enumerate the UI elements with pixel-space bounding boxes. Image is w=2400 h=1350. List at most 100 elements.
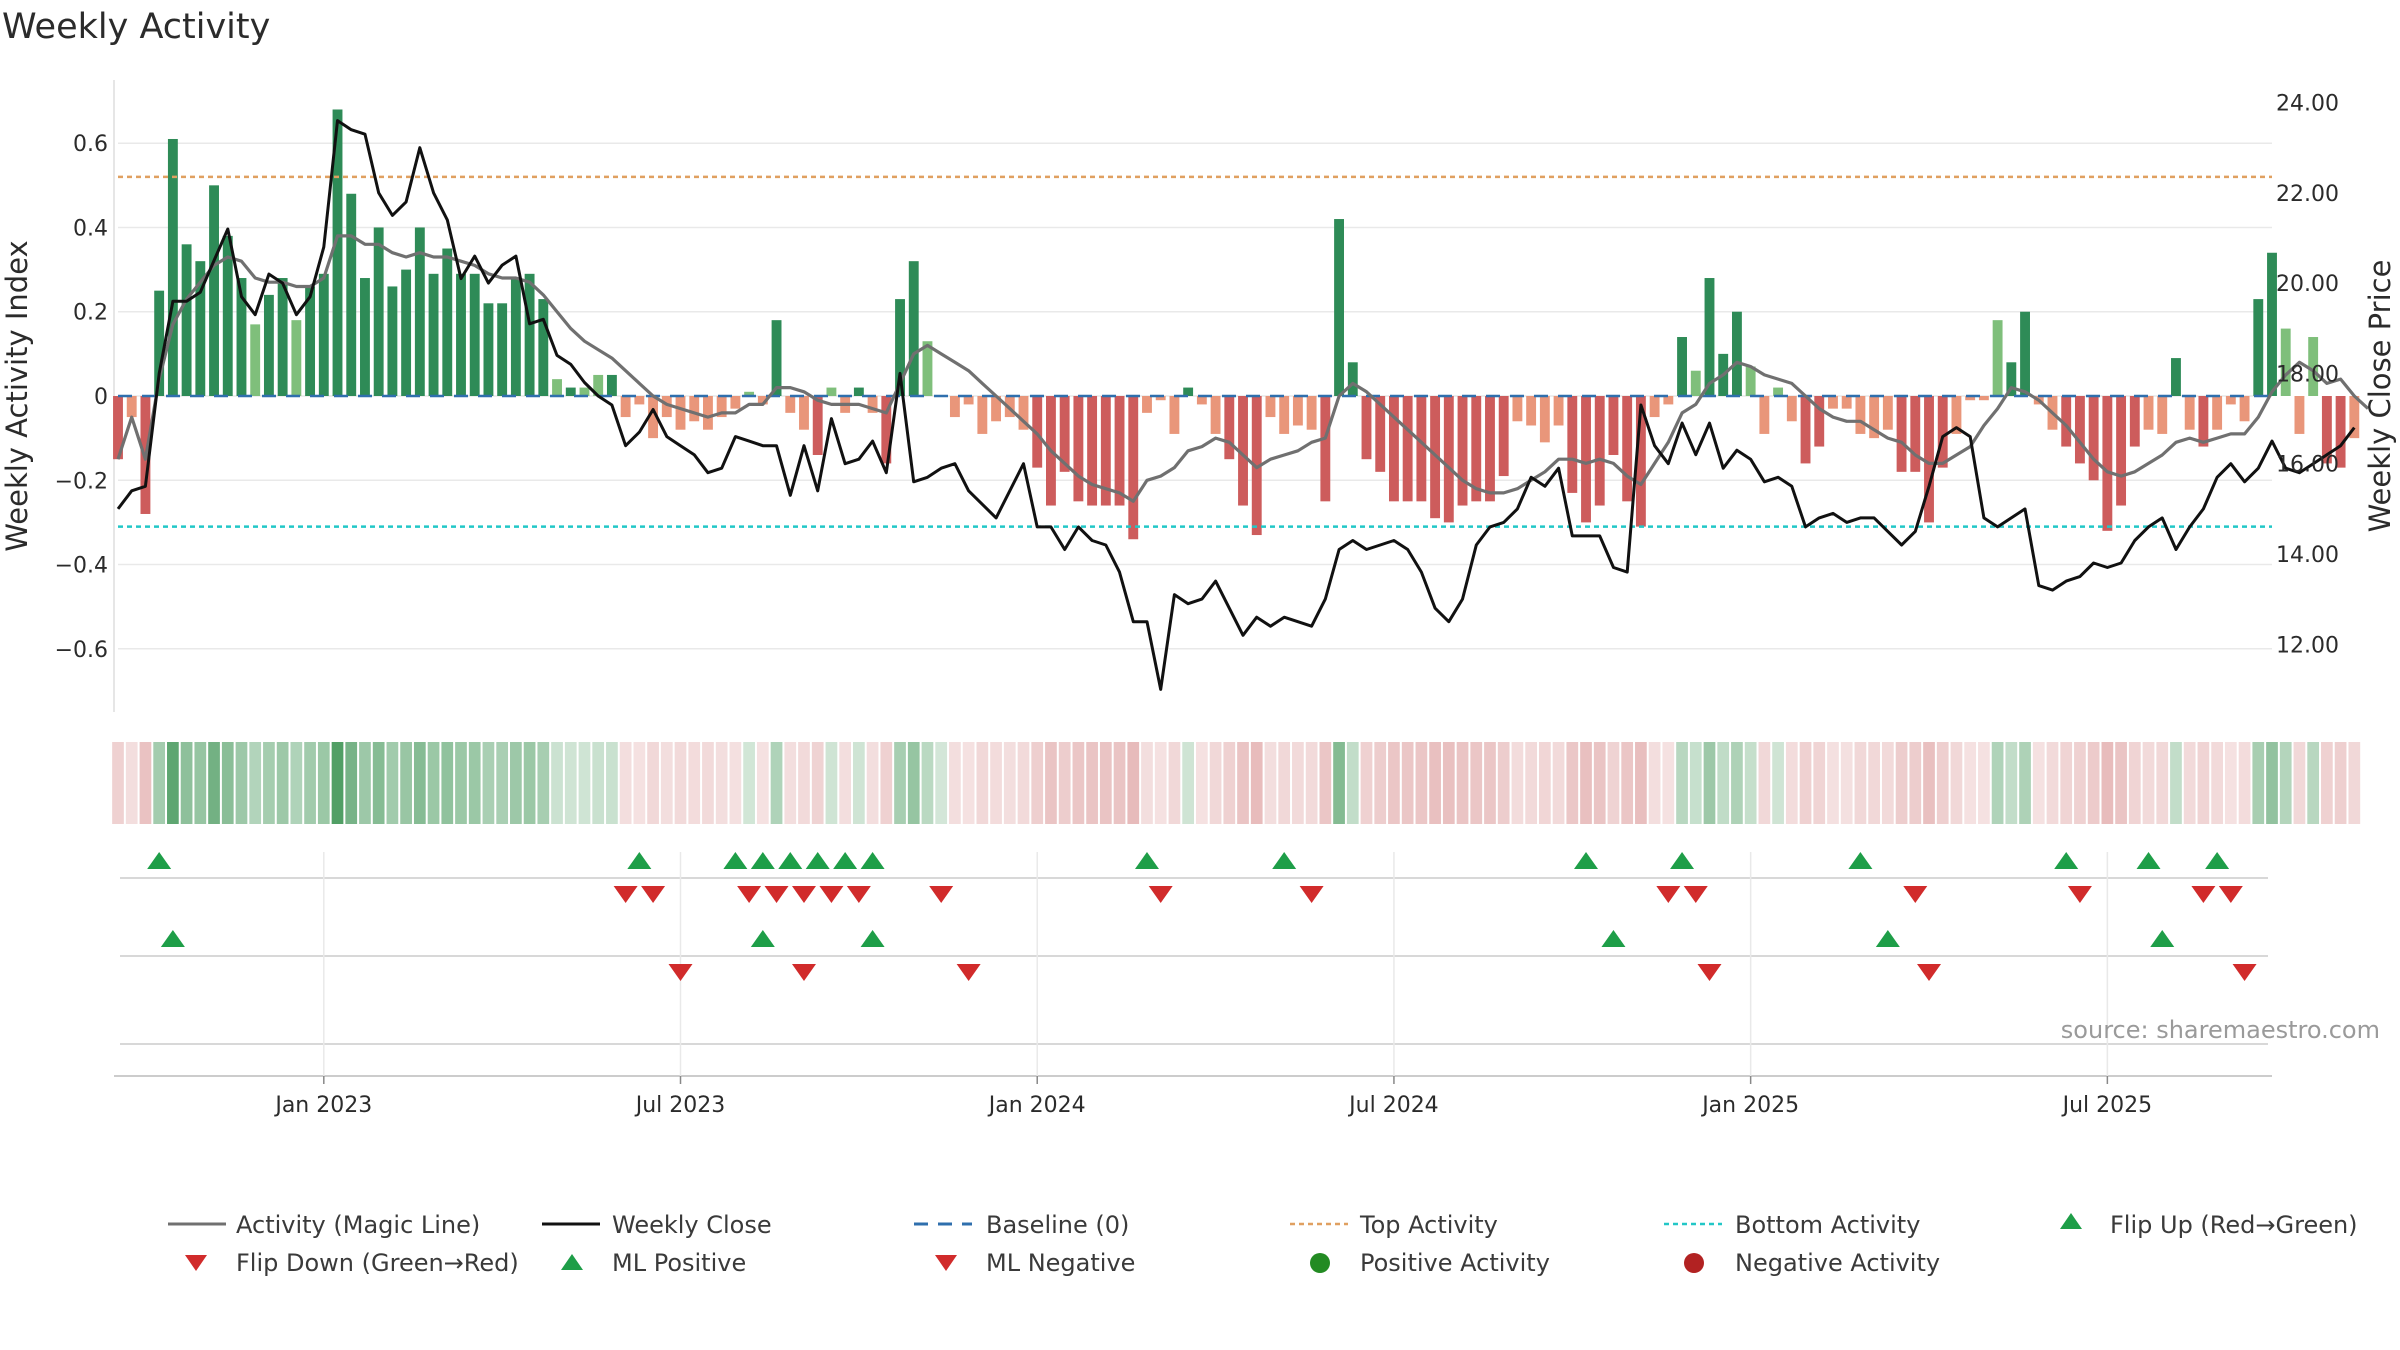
negative-bar [1649, 396, 1660, 418]
negative-bar [1485, 396, 1495, 502]
heat-strip-cell [702, 742, 714, 824]
positive-bar [1704, 278, 1715, 396]
negative-bar [113, 396, 123, 460]
heat-strip-cell [1703, 742, 1716, 824]
heat-strip-cell [180, 742, 193, 824]
activity-heat-strip [112, 742, 2361, 824]
flip-up-marker [833, 852, 858, 869]
positive-bar [250, 324, 261, 396]
negative-bar [991, 396, 1002, 422]
heat-strip-cell [1827, 742, 1839, 824]
negative-bar [2116, 396, 2127, 506]
heat-strip-cell [482, 742, 495, 824]
negative-bar [2061, 396, 2072, 447]
heat-strip-cell [413, 742, 426, 824]
ml-negative-marker [1917, 964, 1942, 981]
positive-bar [908, 261, 919, 396]
heat-strip-cell [949, 742, 961, 824]
heat-strip-cell [688, 742, 701, 824]
negative-bar [1869, 396, 1880, 439]
heat-strip-cell [221, 742, 234, 824]
negative-bar [1910, 396, 1921, 472]
heat-strip-cell [1689, 742, 1702, 824]
heat-strip-cell [194, 742, 207, 824]
negative-bar [2143, 396, 2154, 430]
positive-bar [236, 278, 247, 396]
legend-flip-up-triangle-icon [2060, 1213, 2082, 1229]
ml-negative-marker [956, 964, 981, 981]
heat-strip-cell [1854, 742, 1867, 824]
legend-item-flip-up: Flip Up (Red→Green) [2060, 1211, 2358, 1239]
positive-bar [332, 109, 343, 396]
legend-ml-positive-triangle-icon [561, 1254, 583, 1270]
heat-strip-cell [1840, 742, 1853, 824]
heat-strip-cell [811, 742, 824, 824]
heat-strip-cell [1374, 742, 1387, 824]
legend-item-baseline: Baseline (0) [914, 1211, 1129, 1239]
negative-bar [1114, 396, 1125, 506]
left-tick-label: −0.4 [55, 554, 108, 579]
heat-strip-cell [1442, 742, 1455, 824]
heat-strip-cell [2183, 742, 2196, 824]
positive-bar [442, 248, 453, 396]
heat-strip-cell [1182, 742, 1194, 824]
positive-bar [1347, 362, 1358, 396]
negative-bar [1224, 396, 1235, 460]
heat-strip-cell [674, 742, 687, 824]
legend-positive-activity-dot-icon [1310, 1253, 1330, 1273]
negative-bar [1882, 396, 1893, 430]
negative-bar [2294, 396, 2305, 434]
negative-bar [1663, 396, 1674, 405]
legend-item-weekly-close: Weekly Close [542, 1211, 772, 1239]
negative-bar [1786, 396, 1797, 422]
heat-strip-cell [1154, 742, 1167, 824]
flip-up-marker [2136, 852, 2161, 869]
positive-bar [1745, 366, 1756, 396]
negative-bar [1388, 396, 1399, 502]
negative-bar [1828, 396, 1838, 409]
heat-strip-cell [441, 742, 454, 824]
heat-strip-cell [125, 742, 138, 824]
legend-baseline-label: Baseline (0) [986, 1211, 1129, 1239]
heat-strip-cell [427, 742, 440, 824]
positive-bar [2171, 358, 2181, 396]
heat-strip-cell [962, 742, 975, 824]
heat-strip-cell [839, 742, 852, 824]
left-tick-label: −0.2 [55, 469, 108, 494]
heat-strip-cell [1388, 742, 1400, 824]
legend-magic-line-label: Activity (Magic Line) [236, 1211, 480, 1239]
negative-bar [2225, 396, 2236, 405]
heat-strip-cell [606, 742, 618, 824]
x-axis-ticks: Jan 2023 Jul 2023 Jan 2024 Jul 2024 Jan 2025… [273, 1076, 2152, 1118]
negative-bar [716, 396, 727, 418]
negative-bar [620, 396, 631, 418]
negative-bar [1087, 396, 1098, 506]
heat-strip-cell [921, 742, 934, 824]
negative-bar [1306, 396, 1317, 430]
left-axis-label: Weekly Activity Index [0, 240, 34, 551]
ml-positive-marker [160, 930, 185, 947]
flip-up-marker [860, 852, 885, 869]
flip-down-marker [1656, 886, 1681, 903]
positive-bar [1731, 311, 1742, 396]
heat-strip-cell [1758, 742, 1771, 824]
flip-down-marker [1683, 886, 1708, 903]
heat-strip-cell [276, 742, 289, 824]
heat-strip-cell [167, 742, 179, 824]
positive-bar [154, 290, 165, 396]
heat-strip-cell [564, 742, 577, 824]
heat-strip-cell [798, 742, 810, 824]
negative-bar [1238, 396, 1248, 506]
heat-strip-cell [1936, 742, 1949, 824]
heat-strip-cell [496, 742, 509, 824]
reference-lines [118, 175, 2272, 528]
positive-bar [771, 320, 782, 396]
flip-down-marker [641, 886, 666, 903]
heat-strip-cell [2046, 742, 2059, 824]
positive-bar [922, 341, 933, 396]
negative-bar [963, 396, 974, 405]
ml-negative-marker [668, 964, 693, 981]
heat-strip-cell [2334, 742, 2347, 824]
heat-strip-cell [2101, 742, 2114, 824]
negative-bar [730, 396, 741, 409]
